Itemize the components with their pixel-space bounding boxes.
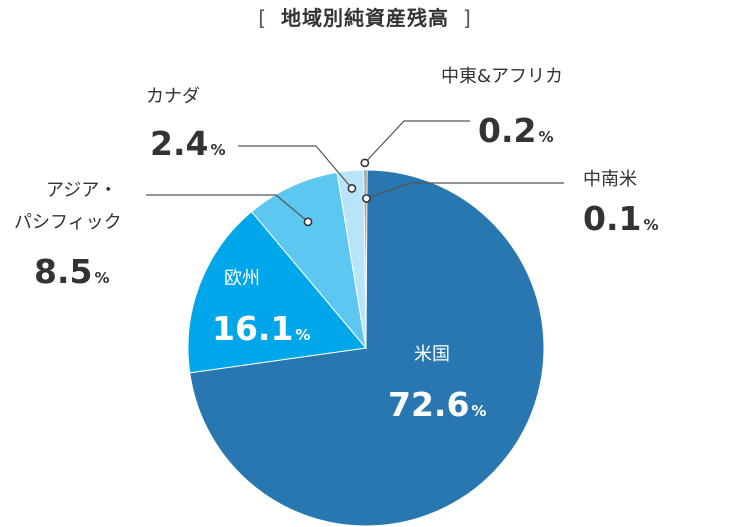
- leader-line: [366, 182, 564, 200]
- value-number: 16.1: [212, 309, 293, 348]
- percent-sign: %: [643, 216, 658, 234]
- slice-name-label: 米国: [414, 344, 450, 365]
- percent-sign: %: [210, 141, 225, 159]
- title-bracket-right: ]: [463, 6, 472, 30]
- slice-name-label: 欧州: [224, 268, 260, 289]
- slice-labels: 米国 72.6 % 欧州 16.1 % アジア・パシフィック 8.5 % カナダ 2.4 % 中東&アフ…: [14, 66, 659, 424]
- leader-dot: [360, 158, 370, 168]
- title-text: 地域別純資産残高: [281, 6, 449, 30]
- slice-name-label: カナダ: [146, 86, 200, 107]
- value-number: 0.2: [478, 111, 536, 150]
- leader-line: [364, 120, 470, 164]
- value-number: 0.1: [583, 199, 641, 238]
- slice-name-label: パシフィック: [14, 212, 122, 233]
- pie-slice: [336, 169, 367, 349]
- slice-name-label: 中南米: [583, 169, 637, 190]
- percent-sign: %: [471, 402, 486, 420]
- slice-name-label: アジア・: [46, 180, 117, 201]
- pie-slice: [250, 171, 367, 350]
- value-number: 2.4: [150, 124, 208, 163]
- value-label: 8.5%: [34, 252, 110, 291]
- percent-sign: %: [538, 128, 553, 146]
- leader-dot: [362, 194, 371, 203]
- leader-dot: [347, 184, 357, 193]
- percent-sign: %: [94, 269, 109, 287]
- value-number: 72.6: [388, 385, 469, 424]
- chart-title: [ 地域別純資産残高]: [0, 2, 730, 31]
- slice-name-label: 中東&アフリカ: [441, 66, 563, 87]
- leader-lines: [146, 120, 564, 227]
- pie-slices: [187, 169, 545, 527]
- value-label: 2.4%: [150, 124, 226, 163]
- pie-slice: [187, 210, 367, 374]
- value-label: 16.1%: [212, 309, 310, 348]
- value-label: 0.1%: [583, 199, 659, 238]
- leader-line: [146, 194, 309, 223]
- leader-dot: [303, 217, 313, 227]
- value-label: 72.6%: [388, 385, 486, 424]
- value-label: 0.2%: [478, 111, 554, 150]
- percent-sign: %: [295, 326, 310, 344]
- leader-line: [238, 145, 353, 189]
- pie-slice: [189, 169, 545, 527]
- value-number: 8.5: [34, 252, 92, 291]
- title-bracket-left: [: [258, 6, 267, 30]
